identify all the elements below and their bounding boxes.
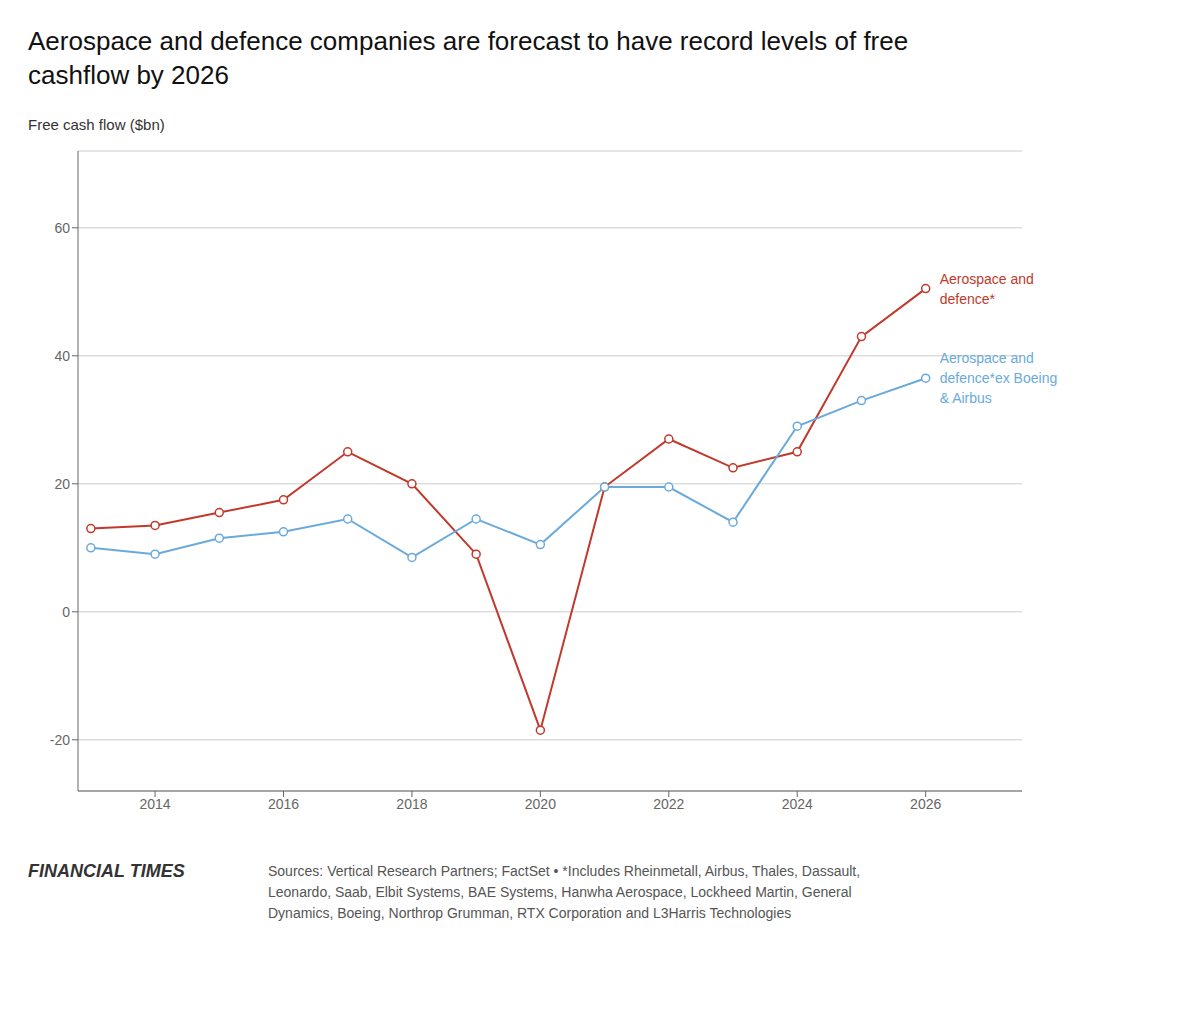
- html-text:Sources: Vertical Research Par: Sources: Vertical Research Partners; Fac…: [268, 863, 861, 921]
- html-text:Free cash flow ($bn): Free cash flow ($bn): [28, 116, 165, 133]
- svg-text:2020: 2020: [525, 796, 556, 812]
- svg-text:2016: 2016: [268, 796, 299, 812]
- svg-text:2014: 2014: [139, 796, 170, 812]
- svg-text:-20: -20: [50, 732, 70, 748]
- svg-text:2026: 2026: [910, 796, 941, 812]
- svg-text:2024: 2024: [782, 796, 813, 812]
- svg-text:40: 40: [54, 348, 70, 364]
- svg-text:2018: 2018: [396, 796, 427, 812]
- svg-text:60: 60: [54, 220, 70, 236]
- html-text:cashflow by 2026: cashflow by 2026: [28, 60, 229, 90]
- html-text:FINANCIAL TIMES: FINANCIAL TIMES: [28, 861, 185, 881]
- svg-text:0: 0: [62, 604, 70, 620]
- svg-text:2022: 2022: [653, 796, 684, 812]
- svg-text:Aerospace anddefence*: Aerospace anddefence*: [940, 271, 1034, 307]
- svg-text:20: 20: [54, 476, 70, 492]
- svg-text:Aerospace anddefence*ex Boeing: Aerospace anddefence*ex Boeing& Airbus: [940, 350, 1058, 406]
- html-text:Aerospace and defence companie: Aerospace and defence companies are fore…: [28, 26, 909, 56]
